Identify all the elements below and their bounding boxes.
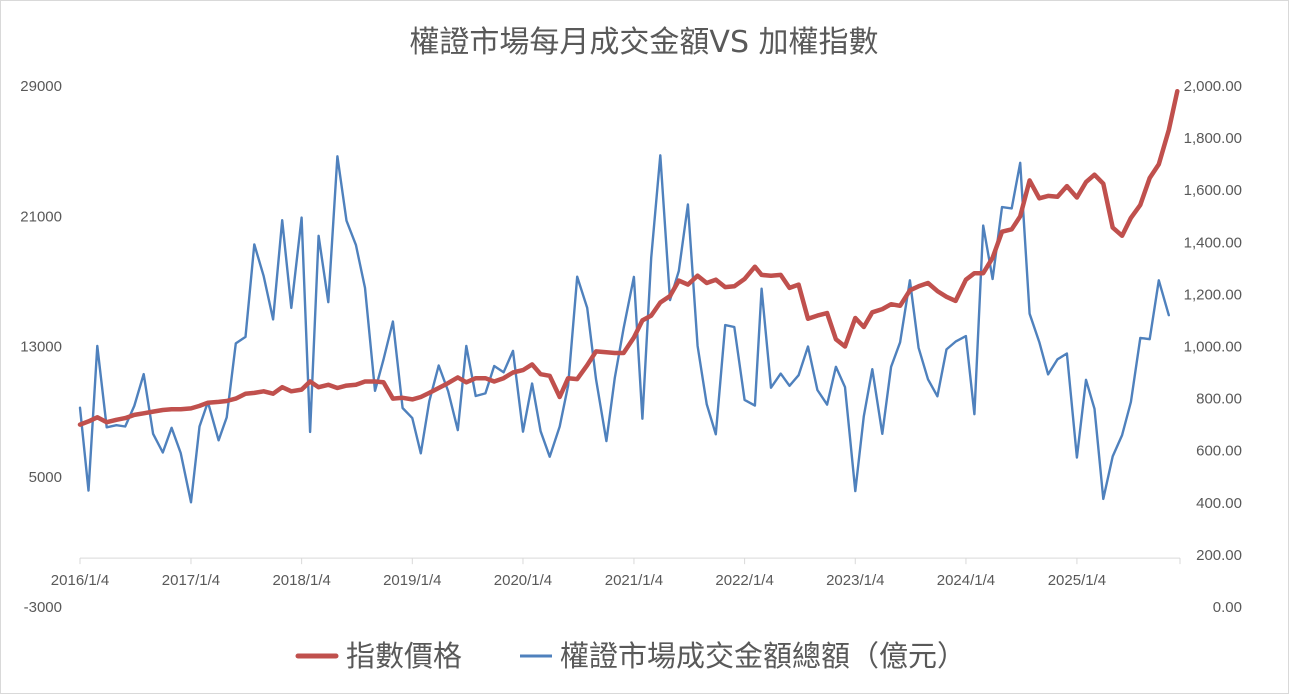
left-axis-labels: -3000 5000 13000 21000 29000 bbox=[20, 78, 62, 616]
x-ticks bbox=[79, 558, 1181, 565]
y-right-tick-label: 1,400.00 bbox=[1184, 234, 1242, 251]
x-tick-label: 2020/1/4 bbox=[494, 572, 552, 589]
x-axis-labels: 2016/1/4 2017/1/4 2018/1/4 2019/1/4 2020/1/4… bbox=[51, 572, 1106, 589]
legend: 指數價格 權證市場成交金額總額（億元） bbox=[295, 639, 966, 673]
x-tick-label: 2018/1/4 bbox=[272, 572, 330, 589]
y-left-tick-label: -3000 bbox=[24, 599, 62, 616]
series-line-warrant-volume bbox=[78, 154, 1171, 504]
y-right-tick-label: 600.00 bbox=[1196, 443, 1242, 460]
x-tick-label: 2021/1/4 bbox=[605, 572, 663, 589]
y-left-tick-label: 5000 bbox=[29, 469, 62, 486]
y-right-tick-label: 2,000.00 bbox=[1184, 78, 1242, 95]
y-left-tick-label: 13000 bbox=[20, 339, 62, 356]
y-right-tick-label: 1,800.00 bbox=[1184, 130, 1242, 147]
chart-title: 權證市場每月成交金額VS 加權指數 bbox=[409, 25, 878, 60]
y-right-tick-label: 200.00 bbox=[1196, 547, 1242, 564]
x-tick-label: 2017/1/4 bbox=[162, 572, 220, 589]
x-tick-label: 2025/1/4 bbox=[1048, 572, 1106, 589]
right-axis-labels: 0.00 200.00 400.00 600.00 800.00 1,000.00 1,20… bbox=[1184, 78, 1242, 616]
x-tick-label: 2022/1/4 bbox=[715, 572, 773, 589]
y-left-tick-label: 21000 bbox=[20, 208, 62, 225]
y-right-tick-label: 0.00 bbox=[1213, 599, 1242, 616]
series-group bbox=[77, 88, 1180, 504]
y-right-tick-label: 1,600.00 bbox=[1184, 182, 1242, 199]
series-line-index-price bbox=[77, 88, 1180, 427]
legend-label-index-price: 指數價格 bbox=[346, 639, 462, 673]
x-tick-label: 2016/1/4 bbox=[51, 572, 109, 589]
y-left-tick-label: 29000 bbox=[20, 78, 62, 95]
legend-label-warrant-volume: 權證市場成交金額總額（億元） bbox=[560, 639, 966, 673]
x-tick-label: 2024/1/4 bbox=[937, 572, 995, 589]
y-right-tick-label: 400.00 bbox=[1196, 495, 1242, 512]
x-tick-label: 2023/1/4 bbox=[826, 572, 884, 589]
y-right-tick-label: 800.00 bbox=[1196, 391, 1242, 408]
x-tick-label: 2019/1/4 bbox=[383, 572, 441, 589]
y-right-tick-label: 1,200.00 bbox=[1184, 286, 1242, 303]
y-right-tick-label: 1,000.00 bbox=[1184, 339, 1242, 356]
